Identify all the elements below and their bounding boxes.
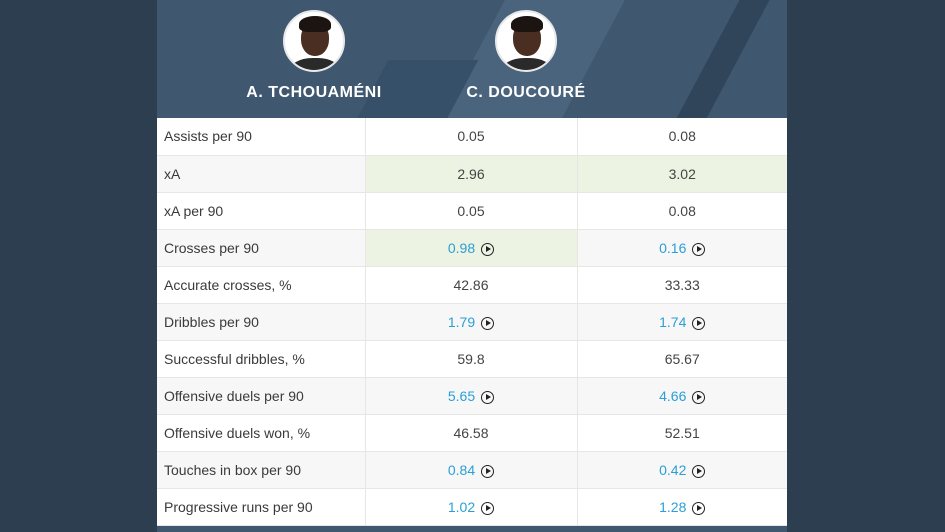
- stat-value-player-2: 0.08: [576, 192, 787, 230]
- play-video-icon[interactable]: [692, 501, 706, 515]
- stat-value-text: 2.96: [457, 165, 485, 182]
- play-video-icon[interactable]: [481, 464, 495, 478]
- stat-value-text: 65.67: [664, 350, 700, 367]
- play-video-icon[interactable]: [692, 242, 706, 256]
- stat-row: Offensive duels won, % 46.58 52.51: [157, 414, 787, 452]
- play-video-icon[interactable]: [481, 316, 495, 330]
- stat-value-player-1[interactable]: 0.98: [364, 229, 577, 267]
- stat-value-text[interactable]: 0.42: [659, 461, 687, 478]
- stat-row: Assists per 90 0.05 0.08: [157, 118, 787, 156]
- play-video-icon[interactable]: [481, 390, 495, 404]
- stat-label: xA per 90: [157, 192, 365, 230]
- stat-value-player-2: 3.02: [576, 155, 787, 193]
- stat-value-player-2[interactable]: 0.16: [576, 229, 787, 267]
- player-avatar[interactable]: [495, 10, 557, 72]
- stat-value-player-2: 52.51: [576, 414, 787, 452]
- player-card-1[interactable]: A. TCHOUAMÉNI: [208, 10, 420, 102]
- stat-row: Progressive runs per 90 1.02 1.28: [157, 488, 787, 526]
- stat-row: Crosses per 90 0.98 0.16: [157, 229, 787, 267]
- stat-value-player-2: 0.08: [576, 118, 787, 156]
- stat-row: Dribbles per 90 1.79 1.74: [157, 303, 787, 341]
- stat-value-text[interactable]: 4.66: [659, 387, 687, 404]
- stat-value-player-1: 2.96: [364, 155, 577, 193]
- stat-label: Offensive duels per 90: [157, 377, 365, 415]
- stat-value-text[interactable]: 5.65: [447, 387, 476, 404]
- stat-label: Touches in box per 90: [157, 451, 365, 489]
- stat-row: Touches in box per 90 0.84 0.42: [157, 451, 787, 489]
- play-video-icon[interactable]: [692, 390, 706, 404]
- stat-value-player-2[interactable]: 4.66: [576, 377, 787, 415]
- stat-row: xA 2.96 3.02: [157, 155, 787, 193]
- stat-row: Accurate crosses, % 42.86 33.33: [157, 266, 787, 304]
- stat-value-player-1: 46.58: [364, 414, 577, 452]
- play-video-icon[interactable]: [481, 501, 495, 515]
- stat-value-text[interactable]: 1.74: [659, 313, 687, 330]
- play-video-icon[interactable]: [481, 242, 495, 256]
- stat-value-player-2[interactable]: 1.28: [576, 488, 787, 526]
- stat-value-text: 3.02: [668, 165, 696, 182]
- play-video-icon[interactable]: [692, 464, 706, 478]
- stat-value-player-1[interactable]: 1.79: [364, 303, 577, 341]
- stat-value-player-1[interactable]: 1.02: [364, 488, 577, 526]
- stat-value-player-1[interactable]: 0.84: [364, 451, 577, 489]
- stat-value-player-2[interactable]: 1.74: [576, 303, 787, 341]
- play-video-icon[interactable]: [692, 316, 706, 330]
- player-name[interactable]: C. DOUCOURÉ: [466, 84, 586, 101]
- stat-value-text: 42.86: [453, 276, 489, 293]
- stat-label: Dribbles per 90: [157, 303, 365, 341]
- stat-label: Progressive runs per 90: [157, 488, 365, 526]
- stat-value-text: 0.05: [457, 202, 485, 219]
- stat-value-player-1[interactable]: 5.65: [364, 377, 577, 415]
- stat-value-text: 59.8: [457, 350, 485, 367]
- stat-value-text[interactable]: 1.79: [447, 313, 476, 330]
- stat-value-text[interactable]: 0.16: [659, 239, 687, 256]
- stat-value-text: 0.08: [668, 128, 696, 145]
- stat-label: Assists per 90: [157, 118, 365, 156]
- stat-value-text: 33.33: [664, 276, 700, 293]
- player-name[interactable]: A. TCHOUAMÉNI: [246, 84, 382, 101]
- stat-label: Accurate crosses, %: [157, 266, 365, 304]
- stat-row: xA per 90 0.05 0.08: [157, 192, 787, 230]
- stat-value-text: 0.08: [668, 202, 696, 219]
- stat-label: xA: [157, 155, 365, 193]
- stat-value-text[interactable]: 0.84: [447, 461, 476, 478]
- stat-label: Offensive duels won, %: [157, 414, 365, 452]
- stat-value-player-2: 65.67: [576, 340, 787, 378]
- stat-value-text[interactable]: 1.02: [447, 498, 476, 515]
- player-card-2[interactable]: C. DOUCOURÉ: [420, 10, 632, 102]
- stat-value-text[interactable]: 1.28: [659, 498, 687, 515]
- stat-value-player-1: 59.8: [364, 340, 577, 378]
- stat-value-text[interactable]: 0.98: [447, 239, 476, 256]
- stat-value-text: 52.51: [664, 424, 700, 441]
- stat-value-player-1: 42.86: [364, 266, 577, 304]
- stat-row: Offensive duels per 90 5.65 4.66: [157, 377, 787, 415]
- stat-value-text: 0.05: [457, 128, 485, 145]
- stat-value-player-2: 33.33: [576, 266, 787, 304]
- stat-value-player-1: 0.05: [364, 118, 577, 156]
- stat-label: Crosses per 90: [157, 229, 365, 267]
- stat-value-player-1: 0.05: [364, 192, 577, 230]
- stats-table: Assists per 90 0.05 0.08 xA 2.96 3.02 xA per 9…: [157, 118, 787, 526]
- stat-row: Successful dribbles, % 59.8 65.67: [157, 340, 787, 378]
- player-avatar[interactable]: [283, 10, 345, 72]
- stat-value-player-2[interactable]: 0.42: [576, 451, 787, 489]
- stat-label: Successful dribbles, %: [157, 340, 365, 378]
- stat-value-text: 46.58: [453, 424, 489, 441]
